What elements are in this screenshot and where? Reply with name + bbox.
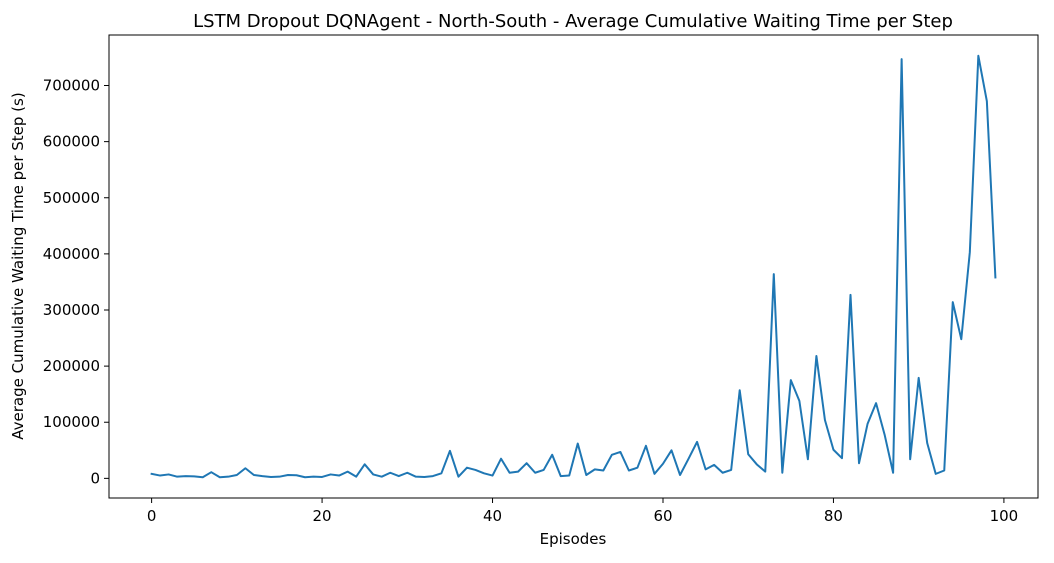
y-axis-title: Average Cumulative Waiting Time per Step… <box>9 92 27 439</box>
chart-title: LSTM Dropout DQNAgent - North-South - Av… <box>193 11 953 32</box>
y-tick-label: 100000 <box>43 413 100 431</box>
x-axis-title: Episodes <box>540 530 607 548</box>
plot-area: 0 20 40 60 80 100 0 100000 200000 300000 400000 50… <box>43 34 1039 525</box>
y-tick-label: 0 <box>90 469 100 487</box>
y-tick-label: 500000 <box>43 189 100 207</box>
x-tick-label: 100 <box>990 507 1019 525</box>
y-axis-ticks: 0 100000 200000 300000 400000 500000 600000 700… <box>43 77 109 487</box>
y-tick-label: 400000 <box>43 245 100 263</box>
x-tick-label: 40 <box>483 507 502 525</box>
plot-frame <box>108 34 1039 499</box>
y-tick-label: 200000 <box>43 357 100 375</box>
x-tick-label: 80 <box>824 507 843 525</box>
y-tick-label: 700000 <box>43 77 100 95</box>
x-tick-label: 0 <box>147 507 157 525</box>
y-tick-label: 300000 <box>43 301 100 319</box>
series-line <box>150 54 997 479</box>
x-axis-ticks: 0 20 40 60 80 100 <box>147 498 1018 525</box>
series-layer <box>150 54 997 479</box>
y-tick-label: 600000 <box>43 133 100 151</box>
x-tick-label: 20 <box>313 507 332 525</box>
x-tick-label: 60 <box>653 507 672 525</box>
